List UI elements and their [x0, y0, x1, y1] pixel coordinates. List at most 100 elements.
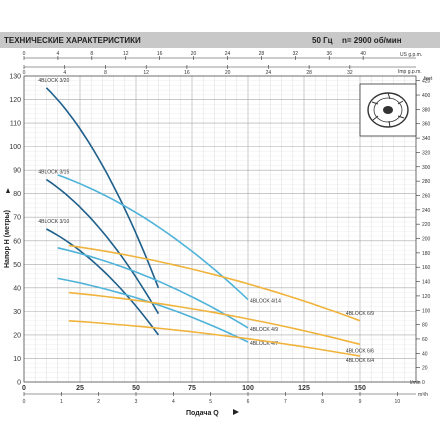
feet-tick-label: 140 — [422, 280, 431, 286]
y-tick-label: 80 — [13, 191, 21, 198]
us-gpm-tick-label: 32 — [293, 51, 299, 57]
x-tick-label: 150 — [354, 385, 366, 392]
imp-gpm-tick-label: 0 — [23, 70, 26, 76]
curve-4block-4-9 — [57, 247, 249, 329]
feet-tick-label: 120 — [422, 294, 431, 300]
feet-tick-label: 400 — [422, 93, 431, 99]
feet-tick-label: 220 — [422, 222, 431, 228]
feet-tick-label: 300 — [422, 165, 431, 171]
feet-tick-label: 60 — [422, 337, 428, 343]
feet-tick-label: 40 — [422, 351, 428, 357]
m3h-tick-label: 2 — [97, 399, 100, 405]
m3h-tick-label: 1 — [60, 399, 63, 405]
feet-tick-label: 380 — [422, 107, 431, 113]
imp-gpm-tick-label: 12 — [143, 70, 149, 76]
y-tick-label: 70 — [13, 215, 21, 222]
grid — [23, 75, 417, 383]
imp-gpm-tick-label: 4 — [63, 70, 66, 76]
imp-gpm-tick-label: 20 — [225, 70, 231, 76]
x-tick-label: 50 — [132, 385, 140, 392]
feet-tick-label: 20 — [422, 366, 428, 372]
m3h-tick-label: 6 — [247, 399, 250, 405]
imp-gpm-unit: Imp g.p.m. — [398, 69, 422, 75]
feet-tick-label: 340 — [422, 136, 431, 142]
m3h-tick-label: 0 — [23, 399, 26, 405]
x-tick-label: 0 — [22, 385, 26, 392]
m3h-tick-label: 4 — [172, 399, 175, 405]
curve-label: 4BLOCK 3/15 — [38, 170, 69, 176]
imp-gpm-tick-label: 32 — [347, 70, 353, 76]
y-tick-label: 120 — [9, 97, 21, 104]
y-tick-label: 0 — [17, 380, 21, 387]
header-frequency: 50 Гц — [312, 36, 333, 45]
curve-4block-6-4 — [68, 320, 361, 357]
curve-4block-3-15 — [45, 178, 160, 315]
feet-tick-label: 160 — [422, 265, 431, 271]
header-speed: n= 2900 об/мин — [342, 36, 402, 45]
us-gpm-tick-label: 28 — [259, 51, 265, 57]
curve-label: 4BLOCK 6/6 — [346, 348, 374, 354]
curve-label: 4BLOCK 4/9 — [250, 327, 278, 333]
right-axis-feet: 0 20 40 60 80 100 120 140 160 180 200 220 240 260 280 3… — [416, 79, 431, 386]
y-tick-label: 40 — [13, 285, 21, 292]
feet-tick-label: 280 — [422, 179, 431, 185]
us-gpm-tick-label: 0 — [23, 51, 26, 57]
us-gpm-tick-label: 24 — [225, 51, 231, 57]
x-tick-label: 75 — [188, 385, 196, 392]
curve-label: 4BLOCK 6/9 — [346, 311, 374, 317]
m3h-tick-label: 9 — [359, 399, 362, 405]
y-tick-label: 130 — [9, 74, 21, 81]
feet-tick-label: 360 — [422, 122, 431, 128]
curve-label: 4BLOCK 4/7 — [250, 341, 278, 347]
bottom-axis-flow: 0 25 50 75 100 125 150 — [22, 385, 366, 392]
lmin-unit: l/min — [410, 380, 421, 386]
x-axis-label: Подача Q — [186, 410, 219, 417]
y-tick-label: 100 — [9, 144, 21, 151]
us-gpm-tick-label: 40 — [360, 51, 366, 57]
us-gpm-tick-label: 8 — [90, 51, 93, 57]
feet-unit: feet — [424, 76, 433, 82]
m3h-tick-label: 7 — [284, 399, 287, 405]
x-tick-label: 100 — [242, 385, 254, 392]
imp-gpm-tick-label: 8 — [104, 70, 107, 76]
feet-tick-label: 80 — [422, 323, 428, 329]
feet-tick-label: 100 — [422, 308, 431, 314]
y-tick-label: 60 — [13, 238, 21, 245]
us-gpm-tick-label: 12 — [123, 51, 129, 57]
m3h-tick-label: 10 — [395, 399, 401, 405]
us-gpm-tick-label: 36 — [326, 51, 332, 57]
curve-4block-6-6 — [68, 291, 361, 346]
plot-frame — [23, 75, 417, 383]
curve-4block-3-20 — [45, 87, 160, 289]
imp-gpm-tick-label: 16 — [184, 70, 190, 76]
m3h-unit: m³/h — [418, 392, 428, 398]
y-tick-label: 50 — [13, 262, 21, 269]
m3h-tick-label: 3 — [135, 399, 138, 405]
feet-tick-label: 260 — [422, 193, 431, 199]
y-tick-label: 110 — [10, 121, 21, 128]
y-tick-label: 90 — [13, 168, 21, 175]
y-tick-label: 10 — [13, 356, 21, 363]
y-axis-label: Напор H (метры) — [4, 210, 11, 268]
pump-curves: 4BLOCK 3/20 4BLOCK 3/15 4BLOCK 3/10 4BLOCK … — [38, 78, 374, 364]
feet-tick-label: 420 — [422, 79, 431, 85]
feet-tick-label: 0 — [422, 380, 425, 386]
curve-4block-3-10 — [46, 228, 160, 336]
us-gpm-tick-label: 4 — [57, 51, 60, 57]
curve-label: 4BLOCK 4/14 — [250, 299, 281, 305]
m3h-tick-label: 8 — [321, 399, 324, 405]
y-tick-label: 30 — [13, 309, 21, 316]
x-tick-label: 25 — [76, 385, 84, 392]
feet-tick-label: 200 — [422, 237, 431, 243]
curve-4block-6-9 — [68, 244, 361, 322]
header-title: ТЕХНИЧЕСКИЕ ХАРАКТЕРИСТИКИ — [4, 36, 141, 45]
imp-gpm-tick-label: 24 — [266, 70, 272, 76]
curve-label: 4BLOCK 3/10 — [38, 219, 69, 225]
curve-label: 4BLOCK 3/20 — [38, 78, 69, 84]
us-gpm-unit: US g.p.m. — [400, 52, 422, 58]
y-tick-label: 20 — [13, 332, 21, 339]
y-axis-arrow-icon — [6, 188, 10, 193]
impeller-icon — [359, 83, 417, 137]
left-axis-head: 0 10 20 30 40 50 60 70 80 90 100 110 120 130 — [9, 74, 21, 387]
